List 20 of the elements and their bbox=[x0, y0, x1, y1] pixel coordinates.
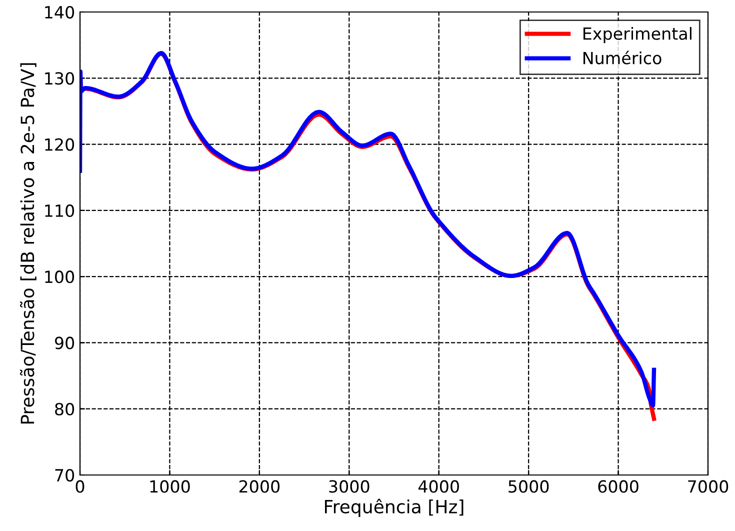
x-tick-label: 3000 bbox=[329, 480, 370, 493]
y-tick-label: 100 bbox=[45, 270, 74, 284]
y-tick-label: 130 bbox=[45, 72, 74, 85]
x-tick-label: 6000 bbox=[598, 480, 638, 493]
y-tick-label: 120 bbox=[45, 138, 74, 151]
y-tick-label: 140 bbox=[45, 6, 74, 19]
y-tick-label: 70 bbox=[55, 468, 74, 482]
y-tick-label: 110 bbox=[45, 204, 74, 217]
x-tick-label: 7000 bbox=[688, 480, 728, 493]
x-tick-label: 4000 bbox=[418, 480, 459, 493]
x-tick-label: 0 bbox=[76, 480, 84, 493]
legend-label: Experimental bbox=[583, 27, 692, 44]
y-tick-label: 80 bbox=[55, 402, 74, 416]
x-tick-label: 2000 bbox=[239, 480, 280, 493]
x-tick-label: 5000 bbox=[508, 480, 549, 493]
y-tick-label: 90 bbox=[54, 336, 74, 350]
x-axis-title: Frequência [Hz] bbox=[324, 498, 464, 517]
y-axis-title: Pressão/Tensão [dB relativo a 2e-5 Pa/V] bbox=[20, 63, 36, 424]
legend-label: Numérico bbox=[583, 50, 662, 64]
x-tick-label: 1000 bbox=[150, 480, 190, 493]
